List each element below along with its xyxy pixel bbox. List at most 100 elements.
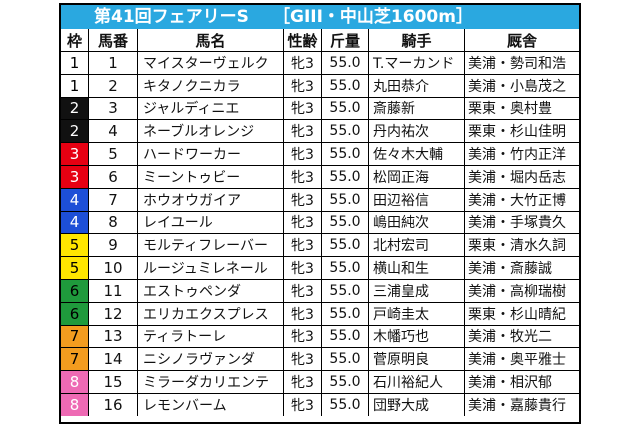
cell-weight: 55.0 <box>321 51 369 75</box>
cell-jockey: 嶋田純次 <box>368 210 465 235</box>
cell-jockey: 松岡正海 <box>368 164 465 189</box>
cell-sex-age: 牝3 <box>283 301 322 326</box>
header-sex-age: 性齢 <box>283 29 322 52</box>
table-row: 5 9 モルティフレーバー 牝3 55.0 北村宏司 栗東・清水久詞 <box>61 233 579 258</box>
cell-sex-age: 牝3 <box>283 324 322 349</box>
cell-uma: 11 <box>88 278 138 303</box>
table-row: 8 16 レモンバーム 牝3 55.0 団野大成 美浦・嘉藤貴行 <box>61 392 579 416</box>
header-name: 馬名 <box>137 29 284 52</box>
cell-horse-name: ミラーダカリエンテ <box>137 370 284 394</box>
cell-jockey: 田辺裕信 <box>368 187 465 212</box>
cell-uma: 5 <box>88 142 138 166</box>
cell-jockey: 三浦皇成 <box>368 278 465 303</box>
table-row: 7 13 ティラトーレ 牝3 55.0 木幡巧也 美浦・牧光二 <box>61 324 579 349</box>
cell-horse-name: レイユール <box>137 210 284 235</box>
cell-waku: 6 <box>61 301 89 326</box>
header-uma: 馬番 <box>88 29 138 52</box>
cell-weight: 55.0 <box>321 96 369 121</box>
cell-waku: 5 <box>61 256 89 280</box>
cell-waku: 3 <box>61 142 89 166</box>
table-row: 3 6 ミーントゥビー 牝3 55.0 松岡正海 美浦・堀内岳志 <box>61 164 579 189</box>
cell-uma: 12 <box>88 301 138 326</box>
cell-sex-age: 牝3 <box>283 210 322 235</box>
table-row: 1 1 マイスターヴェルク 牝3 55.0 T.マーカンド 美浦・勢司和浩 <box>61 51 579 75</box>
cell-weight: 55.0 <box>321 347 369 372</box>
entry-table-frame: 第41回フェアリーS ［GIII・中山芝1600m］ 枠 馬番 馬名 性齢 斤量… <box>59 3 581 424</box>
cell-horse-name: エストゥペンダ <box>137 278 284 303</box>
cell-sex-age: 牝3 <box>283 347 322 372</box>
cell-waku: 4 <box>61 187 89 212</box>
cell-trainer: 美浦・竹内正洋 <box>464 142 579 166</box>
cell-trainer: 美浦・小島茂之 <box>464 73 579 98</box>
table-row: 6 12 エリカエクスプレス 牝3 55.0 戸崎圭太 栗東・杉山晴紀 <box>61 301 579 326</box>
cell-uma: 6 <box>88 164 138 189</box>
table-row: 2 4 ネーブルオレンジ 牝3 55.0 丹内祐次 栗東・杉山佳明 <box>61 119 579 144</box>
cell-uma: 9 <box>88 233 138 258</box>
table-row: 1 2 キタノクニカラ 牝3 55.0 丸田恭介 美浦・小島茂之 <box>61 73 579 98</box>
table-row: 4 7 ホウオウガイア 牝3 55.0 田辺裕信 美浦・大竹正博 <box>61 187 579 212</box>
cell-waku: 1 <box>61 73 89 98</box>
cell-trainer: 美浦・相沢郁 <box>464 370 579 394</box>
cell-sex-age: 牝3 <box>283 96 322 121</box>
cell-weight: 55.0 <box>321 187 369 212</box>
cell-trainer: 美浦・堀内岳志 <box>464 164 579 189</box>
table-header-row: 枠 馬番 馬名 性齢 斤量 騎手 厩舎 <box>61 29 579 52</box>
table-row: 5 10 ルージュミレネール 牝3 55.0 横山和生 美浦・斎藤誠 <box>61 256 579 280</box>
cell-trainer: 栗東・杉山晴紀 <box>464 301 579 326</box>
cell-jockey: 北村宏司 <box>368 233 465 258</box>
header-weight: 斤量 <box>321 29 369 52</box>
cell-sex-age: 牝3 <box>283 233 322 258</box>
cell-uma: 4 <box>88 119 138 144</box>
cell-sex-age: 牝3 <box>283 256 322 280</box>
cell-horse-name: ルージュミレネール <box>137 256 284 280</box>
cell-uma: 10 <box>88 256 138 280</box>
cell-sex-age: 牝3 <box>283 278 322 303</box>
cell-uma: 15 <box>88 370 138 394</box>
cell-horse-name: レモンバーム <box>137 392 284 416</box>
header-waku: 枠 <box>61 29 89 52</box>
cell-sex-age: 牝3 <box>283 370 322 394</box>
cell-trainer: 美浦・手塚貴久 <box>464 210 579 235</box>
cell-jockey: 石川裕紀人 <box>368 370 465 394</box>
cell-uma: 13 <box>88 324 138 349</box>
cell-waku: 2 <box>61 119 89 144</box>
cell-waku: 4 <box>61 210 89 235</box>
cell-weight: 55.0 <box>321 301 369 326</box>
cell-weight: 55.0 <box>321 370 369 394</box>
cell-jockey: 丸田恭介 <box>368 73 465 98</box>
cell-horse-name: ネーブルオレンジ <box>137 119 284 144</box>
cell-weight: 55.0 <box>321 73 369 98</box>
table-row: 4 8 レイユール 牝3 55.0 嶋田純次 美浦・手塚貴久 <box>61 210 579 235</box>
cell-jockey: 斎藤新 <box>368 96 465 121</box>
cell-jockey: 団野大成 <box>368 392 465 416</box>
cell-weight: 55.0 <box>321 256 369 280</box>
cell-sex-age: 牝3 <box>283 187 322 212</box>
cell-sex-age: 牝3 <box>283 142 322 166</box>
cell-horse-name: マイスターヴェルク <box>137 51 284 75</box>
cell-sex-age: 牝3 <box>283 51 322 75</box>
cell-sex-age: 牝3 <box>283 392 322 416</box>
cell-trainer: 栗東・清水久詞 <box>464 233 579 258</box>
header-jockey: 騎手 <box>368 29 465 52</box>
cell-waku: 8 <box>61 392 89 416</box>
cell-waku: 6 <box>61 278 89 303</box>
cell-jockey: 丹内祐次 <box>368 119 465 144</box>
cell-horse-name: キタノクニカラ <box>137 73 284 98</box>
cell-weight: 55.0 <box>321 392 369 416</box>
table-row: 2 3 ジャルディニエ 牝3 55.0 斎藤新 栗東・奥村豊 <box>61 96 579 121</box>
cell-sex-age: 牝3 <box>283 164 322 189</box>
cell-jockey: 戸崎圭太 <box>368 301 465 326</box>
cell-weight: 55.0 <box>321 164 369 189</box>
cell-uma: 7 <box>88 187 138 212</box>
cell-horse-name: エリカエクスプレス <box>137 301 284 326</box>
cell-trainer: 美浦・奥平雅士 <box>464 347 579 372</box>
cell-waku: 7 <box>61 347 89 372</box>
cell-horse-name: モルティフレーバー <box>137 233 284 258</box>
cell-sex-age: 牝3 <box>283 73 322 98</box>
cell-weight: 55.0 <box>321 278 369 303</box>
cell-waku: 3 <box>61 164 89 189</box>
cell-jockey: 佐々木大輔 <box>368 142 465 166</box>
cell-jockey: 木幡巧也 <box>368 324 465 349</box>
cell-uma: 16 <box>88 392 138 416</box>
cell-horse-name: ニシノラヴァンダ <box>137 347 284 372</box>
